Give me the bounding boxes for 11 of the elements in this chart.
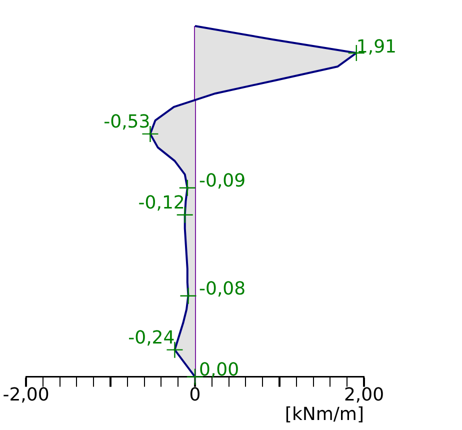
- data-label: -0,08: [199, 278, 246, 300]
- data-label: 0,00: [199, 359, 240, 380]
- x-tick-label: -2,00: [2, 384, 50, 406]
- data-label: -0,24: [128, 327, 175, 348]
- data-label: 1,91: [356, 36, 396, 58]
- x-tick-label: 2,00: [344, 384, 384, 406]
- x-tick-label: 0: [189, 384, 201, 406]
- data-label: -0,09: [199, 170, 246, 192]
- data-label: -0,12: [138, 192, 185, 214]
- data-label: -0,53: [104, 112, 150, 133]
- x-axis-title: [kNm/m]: [284, 404, 364, 425]
